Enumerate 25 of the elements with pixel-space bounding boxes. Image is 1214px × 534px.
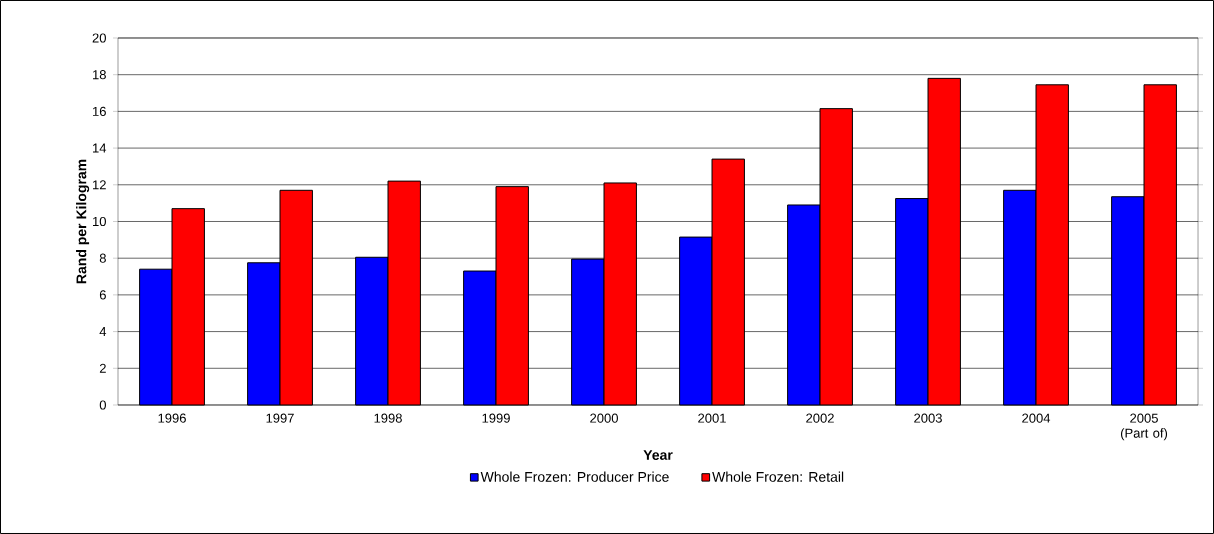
y-tick-label: 18 [93,70,106,80]
x-tick-label: 2002 [806,413,834,423]
y-tick-label: 6 [99,290,106,300]
x-tick-label: 2001 [698,413,726,423]
legend-label: Whole Frozen: Producer Price [480,471,669,482]
x-tick-label: 1996 [158,413,186,423]
legend-label: Whole Frozen: Retail [712,471,844,482]
x-axis-title: Year [643,450,673,460]
y-tick-label: 20 [92,33,106,43]
y-tick-label: 2 [99,363,106,373]
y-axis-title: Rand per Kilogram [76,159,90,284]
x-tick-label: 2000 [590,413,618,423]
x-tick-label: 1998 [374,413,402,423]
x-tick-label: 1997 [266,413,294,423]
x-tick-label: 2004 [1022,413,1051,423]
y-tick-label: 12 [93,180,106,190]
y-tick-label: 16 [93,106,106,116]
x-tick-label: 2003 [914,413,942,423]
y-tick-label: 0 [99,400,106,410]
x-tick-label: 1999 [482,413,510,423]
y-tick-label: 10 [93,216,106,227]
y-tick-label: 14 [93,143,107,153]
y-tick-label: 8 [99,253,106,263]
y-tick-label: 4 [99,327,107,337]
x-tick-label: 2005 (Part of) [1120,413,1168,441]
